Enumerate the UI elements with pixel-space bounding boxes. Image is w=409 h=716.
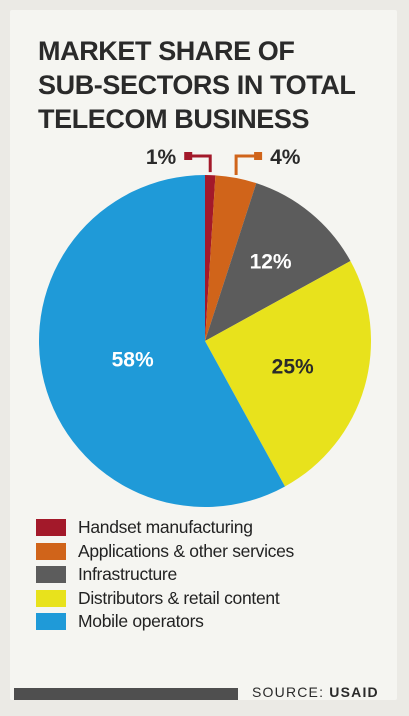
pie-slice-applications-other-services [205, 175, 257, 341]
legend-swatch [36, 613, 66, 631]
chart-legend: Handset manufacturing Applications & oth… [36, 516, 376, 634]
slice-value-label: 1% [146, 146, 177, 169]
callout-line [234, 154, 259, 175]
legend-item-distributors-retail-content: Distributors & retail content [36, 587, 376, 611]
chart-title: MARKET SHARE OF SUB-SECTORS IN TOTAL TEL… [38, 34, 368, 136]
slice-value-label: 25% [272, 355, 314, 378]
legend-item-mobile-operators: Mobile operators [36, 610, 376, 634]
legend-label: Applications & other services [78, 540, 294, 561]
legend-swatch [36, 589, 66, 607]
title-line-1: MARKET SHARE OF [38, 36, 295, 66]
legend-label: Infrastructure [78, 564, 177, 585]
callout-line [188, 154, 212, 173]
pie-slice-mobile-operators [38, 175, 285, 507]
title-line-2: SUB-SECTORS IN TOTAL [38, 70, 356, 100]
legend-item-handset-manufacturing: Handset manufacturing [36, 516, 376, 540]
legend-swatch [36, 566, 66, 584]
pie-slice-infrastructure [205, 183, 351, 341]
slice-value-label: 4% [270, 146, 301, 169]
slice-value-label: 12% [250, 251, 292, 274]
legend-label: Distributors & retail content [78, 587, 280, 608]
pie-slice-distributors-retail-content [205, 261, 371, 487]
title-line-3: TELECOM BUSINESS [38, 104, 310, 134]
legend-item-infrastructure: Infrastructure [36, 563, 376, 587]
legend-swatch [36, 542, 66, 560]
source-credit: SOURCE: USAID [252, 684, 379, 700]
legend-swatch [36, 519, 66, 537]
slice-value-label: 58% [112, 349, 154, 372]
source-prefix: SOURCE: [252, 684, 325, 700]
legend-item-applications-other-services: Applications & other services [36, 540, 376, 564]
footer-bar [14, 688, 238, 700]
legend-label: Handset manufacturing [78, 517, 253, 538]
callout-marker [254, 152, 263, 160]
pie-slice-handset-manufacturing [205, 175, 216, 341]
source-name: USAID [329, 684, 379, 700]
legend-label: Mobile operators [78, 611, 204, 632]
callout-marker [184, 152, 193, 160]
